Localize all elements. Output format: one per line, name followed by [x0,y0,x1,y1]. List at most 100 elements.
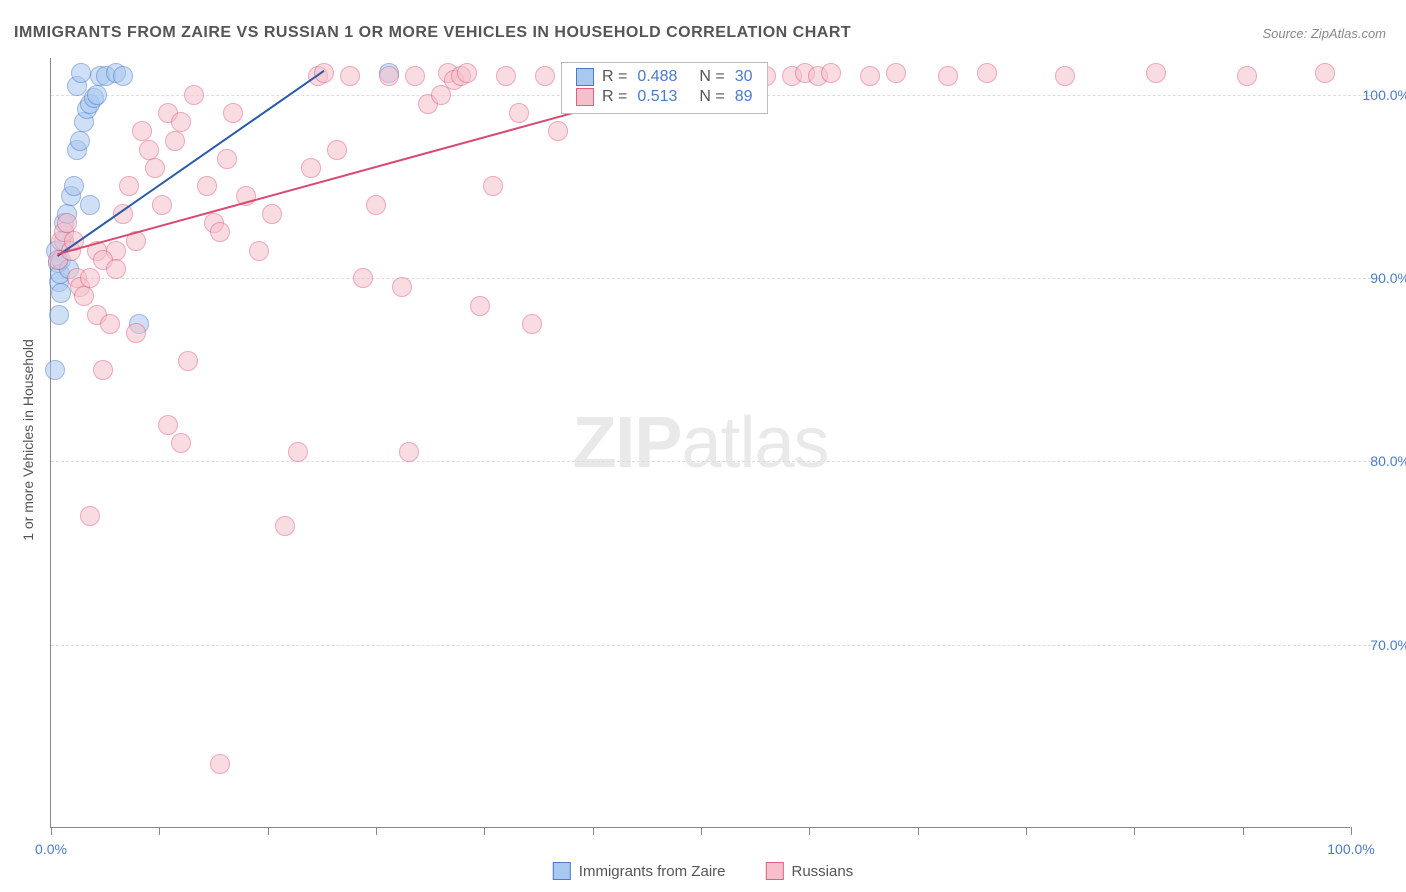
scatter-point-russians [275,516,295,536]
x-tick [809,827,810,835]
scatter-point-russians [821,63,841,83]
scatter-point-russians [152,195,172,215]
watermark-bold: ZIP [572,403,681,483]
x-tick [918,827,919,835]
scatter-point-russians [57,213,77,233]
scatter-point-russians [301,158,321,178]
x-tick [159,827,160,835]
scatter-point-russians [535,66,555,86]
scatter-point-russians [938,66,958,86]
legend-row-russians: R = 0.513N = 89 [576,87,753,107]
legend-swatch-icon [576,88,594,106]
scatter-point-russians [886,63,906,83]
gridline-h [51,461,1381,462]
scatter-point-zaire [51,283,71,303]
scatter-point-russians [119,176,139,196]
y-tick-label: 90.0% [1355,270,1406,286]
chart-container: IMMIGRANTS FROM ZAIRE VS RUSSIAN 1 OR MO… [0,0,1406,892]
scatter-point-zaire [70,131,90,151]
scatter-point-russians [522,314,542,334]
scatter-point-russians [165,131,185,151]
bottom-legend-label: Russians [792,863,854,880]
bottom-legend-item: Immigrants from Zaire [553,862,726,880]
scatter-point-russians [100,314,120,334]
plot-area: ZIPatlas 70.0%80.0%90.0%100.0%0.0%100.0%… [50,58,1350,828]
scatter-point-zaire [113,66,133,86]
scatter-point-russians [314,63,334,83]
scatter-point-russians [197,176,217,196]
x-tick [1351,827,1352,835]
scatter-point-russians [74,286,94,306]
chart-title: IMMIGRANTS FROM ZAIRE VS RUSSIAN 1 OR MO… [14,24,851,42]
scatter-point-russians [64,231,84,251]
legend-n-value: 89 [735,88,753,106]
correlation-legend: R = 0.488 N = 30R = 0.513N = 89 [561,62,768,114]
scatter-point-russians [80,268,100,288]
scatter-point-zaire [71,63,91,83]
y-tick-label: 70.0% [1355,637,1406,653]
scatter-point-russians [145,158,165,178]
bottom-legend-item: Russians [766,862,854,880]
legend-swatch-icon [766,862,784,880]
scatter-point-russians [392,277,412,297]
scatter-point-zaire [80,195,100,215]
watermark: ZIPatlas [572,402,828,484]
legend-r-label: R = [602,88,627,106]
scatter-point-russians [1315,63,1335,83]
legend-swatch-icon [576,68,594,86]
scatter-point-russians [399,442,419,462]
watermark-light: atlas [681,403,828,483]
source-attribution: Source: ZipAtlas.com [1262,26,1386,41]
scatter-point-russians [126,323,146,343]
scatter-point-russians [1146,63,1166,83]
scatter-point-russians [366,195,386,215]
scatter-point-russians [977,63,997,83]
x-tick [376,827,377,835]
x-tick-label: 0.0% [35,841,67,857]
scatter-point-russians [405,66,425,86]
bottom-legend-label: Immigrants from Zaire [579,863,726,880]
x-tick [51,827,52,835]
scatter-point-zaire [49,305,69,325]
scatter-point-russians [184,85,204,105]
scatter-point-russians [171,112,191,132]
scatter-point-russians [158,415,178,435]
scatter-point-zaire [45,360,65,380]
scatter-point-russians [80,506,100,526]
scatter-point-russians [496,66,516,86]
scatter-point-russians [126,231,146,251]
scatter-point-russians [327,140,347,160]
scatter-point-russians [249,241,269,261]
scatter-point-zaire [64,176,84,196]
legend-n-label: N = [699,88,724,106]
gridline-h [51,278,1381,279]
scatter-point-russians [860,66,880,86]
scatter-point-russians [262,204,282,224]
scatter-point-russians [353,268,373,288]
bottom-legend: Immigrants from Zaire Russians [553,862,853,880]
legend-n-value: 30 [735,68,753,86]
x-tick [484,827,485,835]
scatter-point-russians [171,433,191,453]
scatter-point-russians [210,222,230,242]
scatter-point-russians [379,66,399,86]
scatter-point-russians [340,66,360,86]
trend-lines [51,58,1351,828]
legend-n-label: N = [699,68,724,86]
scatter-point-zaire [87,85,107,105]
legend-r-value: 0.488 [637,68,677,86]
scatter-point-russians [210,754,230,774]
scatter-point-russians [178,351,198,371]
scatter-point-russians [106,259,126,279]
x-tick [593,827,594,835]
scatter-point-russians [470,296,490,316]
scatter-point-russians [509,103,529,123]
scatter-point-russians [93,360,113,380]
y-tick-label: 80.0% [1355,453,1406,469]
y-axis-label: 1 or more Vehicles in Household [20,339,36,541]
x-tick-label: 100.0% [1327,841,1374,857]
scatter-point-russians [132,121,152,141]
scatter-point-russians [1237,66,1257,86]
scatter-point-russians [457,63,477,83]
gridline-h [51,645,1381,646]
